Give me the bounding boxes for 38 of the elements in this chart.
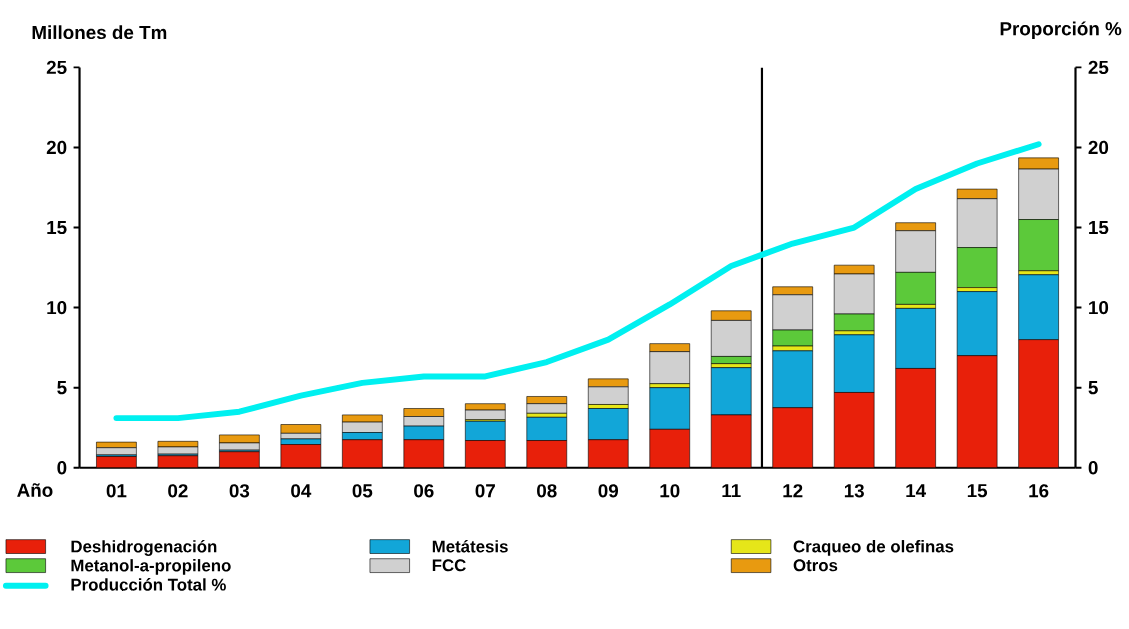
x-tick-label: 05: [352, 483, 373, 498]
legend-label: Craqueo de olefinas: [793, 539, 954, 556]
y-tick-label: 5: [57, 380, 67, 395]
x-tick-label: 09: [598, 483, 619, 498]
x-tick-label: 03: [229, 483, 250, 498]
y2-axis-title: Proporción %: [1000, 21, 1122, 39]
y-axis-title: Millones de Tm: [32, 25, 167, 39]
x-tick-label: 15: [967, 484, 988, 498]
x-tick-label: 07: [475, 483, 495, 498]
y2-tick-label: 15: [1089, 220, 1109, 234]
x-tick-label: 04: [291, 483, 312, 498]
legend-label: Deshidrogenación: [71, 539, 217, 556]
legend-label: Metátesis: [432, 539, 508, 553]
y-tick-label: 20: [46, 140, 67, 154]
x-tick-label: 10: [660, 483, 680, 498]
x-tick-label: 12: [783, 483, 803, 498]
y2-tick-label: 25: [1088, 60, 1109, 74]
y2-tick-label: 20: [1088, 140, 1109, 154]
x-tick-label: 16: [1029, 483, 1049, 498]
x-tick-label: 11: [722, 484, 741, 497]
x-tick-label: 14: [906, 484, 927, 497]
y2-tick-label: 5: [1088, 380, 1098, 395]
y2-tick-label: 10: [1089, 300, 1109, 315]
x-tick-label: 02: [168, 483, 188, 498]
legend-label: FCC: [432, 559, 466, 572]
y-tick-label: 0: [57, 460, 67, 475]
x-tick-label: 13: [844, 483, 864, 498]
x-tick-label: 06: [414, 483, 434, 498]
x-tick-label: 01: [106, 483, 127, 498]
legend-label: Producción Total %: [71, 577, 226, 591]
legend-label: Metanol-a-propileno: [71, 558, 231, 575]
x-tick-label: 08: [537, 483, 557, 498]
y2-tick-label: 0: [1088, 460, 1098, 475]
y-tick-label: 15: [47, 220, 67, 234]
y-tick-label: 10: [47, 300, 67, 315]
legend-label: Otros: [793, 559, 838, 572]
x-axis-title: Año: [17, 483, 53, 497]
y-tick-label: 25: [46, 60, 67, 74]
